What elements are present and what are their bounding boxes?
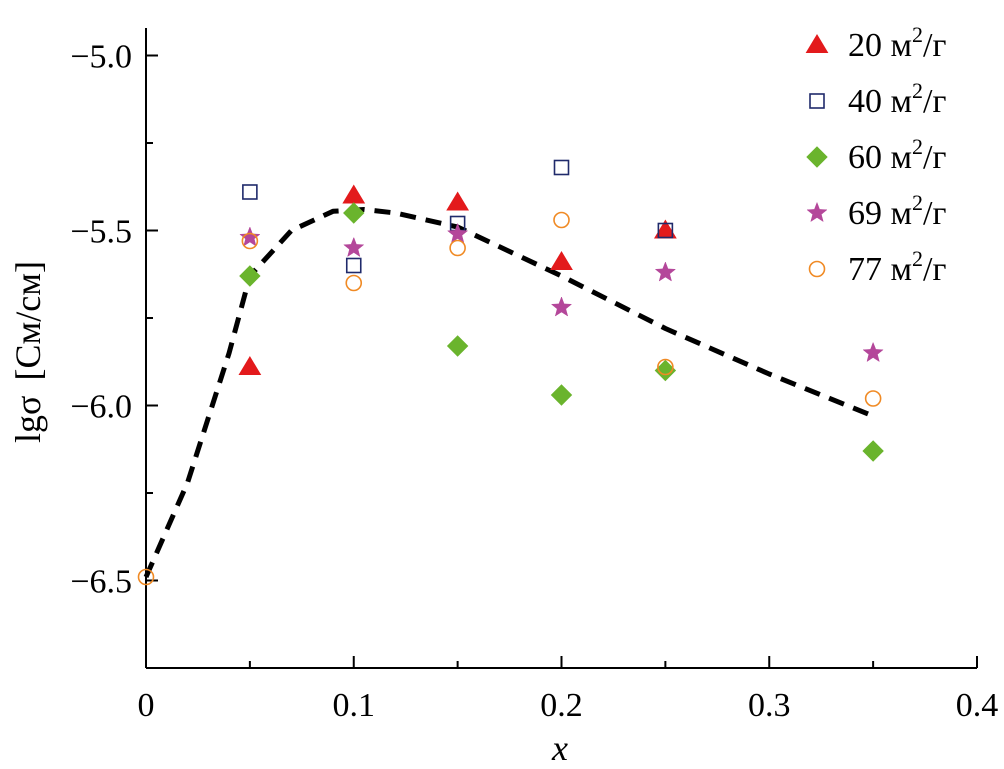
data-point-square xyxy=(345,257,362,274)
series-3 xyxy=(239,202,884,462)
y-tick-label: −5.0 xyxy=(70,39,132,76)
x-tick-label: 0.1 xyxy=(333,687,376,724)
legend-marker-4 xyxy=(806,201,828,223)
legend-marker-5 xyxy=(808,260,826,278)
y-tick-label: −5.5 xyxy=(70,214,132,251)
data-point-circle xyxy=(657,358,674,376)
data-point-circle xyxy=(553,211,570,229)
y-axis-title-main: lgσ xyxy=(8,396,48,443)
data-point-triangle xyxy=(446,191,470,211)
data-point-triangle xyxy=(238,356,262,375)
data-point-star xyxy=(862,341,884,363)
data-point-square xyxy=(657,222,674,239)
series-1 xyxy=(238,184,677,375)
legend-marker-2 xyxy=(809,93,825,109)
series-5 xyxy=(137,211,882,586)
legend-marker-1 xyxy=(805,34,829,53)
legend-label-1: 20 м2/г xyxy=(848,22,946,64)
data-point-diamond xyxy=(446,335,469,357)
data-point-circle xyxy=(137,568,155,586)
data-point-triangle xyxy=(550,251,573,270)
data-point-circle xyxy=(864,390,882,407)
legend-label-3: 60 м2/г xyxy=(848,134,946,176)
y-tick-label: −6.0 xyxy=(70,389,132,426)
data-point-circle xyxy=(345,274,363,292)
data-point-star xyxy=(446,222,469,244)
data-point-star xyxy=(239,226,261,247)
y-axis-title: lgσ [См/см] xyxy=(8,261,48,443)
x-tick-label: 0 xyxy=(138,687,155,724)
data-point-square xyxy=(553,159,570,176)
data-point-diamond xyxy=(862,440,884,462)
data-points xyxy=(137,159,884,586)
x-tick-label: 0.2 xyxy=(540,687,583,724)
x-tick-label: 0.3 xyxy=(748,687,791,724)
data-point-square xyxy=(242,184,258,200)
series-4 xyxy=(239,222,884,363)
data-point-diamond xyxy=(550,384,573,406)
data-point-circle xyxy=(241,232,259,250)
data-point-diamond xyxy=(343,202,365,224)
y-axis-title-unit: [См/см] xyxy=(8,261,48,381)
x-axis-title: x xyxy=(551,728,568,768)
data-point-star xyxy=(654,261,677,282)
data-point-star xyxy=(550,296,573,317)
x-tick-label: 0.4 xyxy=(956,687,999,724)
data-point-triangle xyxy=(342,184,366,204)
legend-label-5: 77 м2/г xyxy=(848,246,946,288)
data-point-diamond xyxy=(654,359,677,382)
data-point-circle xyxy=(449,239,466,257)
trend-line-group xyxy=(143,207,875,579)
trend-line xyxy=(143,207,875,579)
legend: 20 м2/г 40 м2/г 60 м2/г 69 м2/г 77 м2/г xyxy=(805,22,946,288)
legend-label-4: 69 м2/г xyxy=(848,190,946,232)
svg-text:lgσ [См/см]: lgσ [См/см] xyxy=(8,261,48,443)
legend-marker-3 xyxy=(806,146,828,168)
data-point-diamond xyxy=(239,265,261,287)
axes: 0 0.1 0.2 0.3 0.4 −5.0 −5.5 −6.0 −6.5 xyxy=(70,28,998,724)
y-tick-label: −6.5 xyxy=(70,564,132,601)
legend-label-2: 40 м2/г xyxy=(848,78,946,120)
data-point-star xyxy=(343,236,365,258)
